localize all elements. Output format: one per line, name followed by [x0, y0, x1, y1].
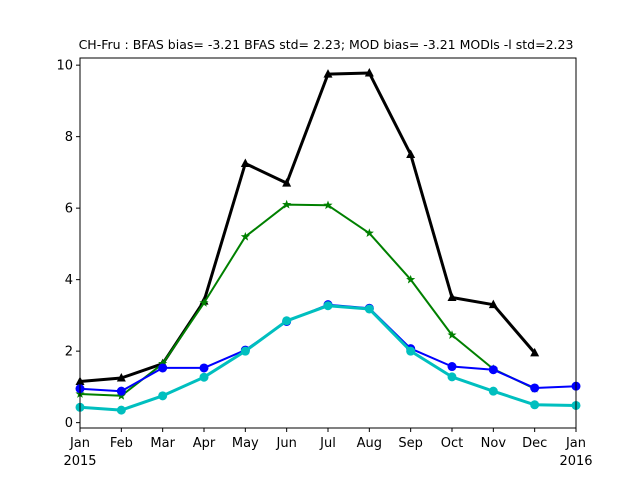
series-4-point-10: [447, 372, 457, 382]
y-tick-label: 8: [65, 130, 73, 145]
series-1-point-6: [282, 178, 292, 187]
series-2-point-10: [447, 330, 457, 339]
series-4-point-9: [406, 346, 416, 356]
series-4-point-11: [488, 386, 498, 396]
x-tick-label: Aug: [357, 436, 382, 451]
series-2-point-4: [199, 298, 209, 307]
x-tick-label: Jan: [565, 436, 586, 451]
x-tick-label: Mar: [150, 436, 175, 451]
series-2-point-6: [282, 199, 292, 209]
x-year-label: 2015: [63, 454, 96, 469]
x-tick-label: Oct: [441, 436, 463, 451]
series-1-line: [78, 71, 537, 383]
y-tick-label: 4: [65, 273, 73, 288]
x-tick-label: Sep: [398, 436, 423, 451]
series-3-point-11: [488, 365, 498, 375]
series-1-point-9: [406, 149, 416, 159]
y-tick-label: 2: [65, 345, 73, 360]
y-tick-label: 0: [65, 416, 73, 431]
series-3-point-12: [530, 383, 540, 393]
series-1-point-12: [530, 347, 540, 357]
series-2-point-5: [240, 231, 250, 241]
series-3-line: [79, 303, 577, 393]
series-1-point-7: [323, 69, 333, 78]
chart-title: CH-Fru : BFAS bias= -3.21 BFAS std= 2.23…: [79, 37, 574, 52]
series-1-point-11: [488, 299, 498, 309]
x-tick-label: Jan: [69, 436, 90, 451]
series-2-point-9: [406, 274, 416, 284]
series-4-point-4: [199, 372, 209, 382]
series-3-point-2: [116, 386, 126, 396]
series-4-point-8: [364, 304, 374, 314]
series-3-point-4: [199, 363, 209, 373]
series-3-point-10: [447, 362, 457, 372]
series-layer: [75, 68, 581, 415]
series-4-point-12: [530, 400, 540, 410]
series-4-point-5: [240, 346, 250, 356]
series-4-point-2: [116, 405, 126, 415]
series-4-point-3: [158, 391, 168, 401]
series-1: [75, 68, 540, 386]
x-tick-label: Jun: [276, 436, 297, 451]
x-tick-label: Apr: [193, 436, 216, 451]
series-1-point-8: [364, 68, 374, 77]
series-2-point-8: [364, 228, 374, 238]
series-2-line: [79, 203, 536, 397]
x-tick-label: May: [232, 436, 259, 451]
x-tick-label: Jul: [319, 436, 336, 451]
y-tick-label: 10: [56, 59, 73, 74]
series-1-point-2: [116, 372, 126, 382]
x-tick-label: Nov: [481, 436, 507, 451]
series-4-line: [78, 304, 578, 412]
series-2-point-7: [323, 200, 333, 210]
series-1-point-5: [240, 158, 250, 167]
series-2-point-3: [158, 358, 168, 368]
x-year-label: 2016: [559, 454, 592, 469]
series-1-point-10: [447, 292, 457, 302]
series-4-point-7: [323, 301, 333, 311]
series-3: [75, 300, 581, 396]
series-4-point-6: [282, 316, 292, 326]
x-tick-label: Feb: [110, 436, 133, 451]
y-tick-label: 6: [65, 202, 73, 217]
axes-layer: Jan Feb Mar Apr May Jun Jul Aug Sep Oct Nov Dec Jan 2…: [56, 57, 593, 469]
x-tick-label: Dec: [522, 436, 547, 451]
series-3-point-3: [158, 363, 168, 373]
